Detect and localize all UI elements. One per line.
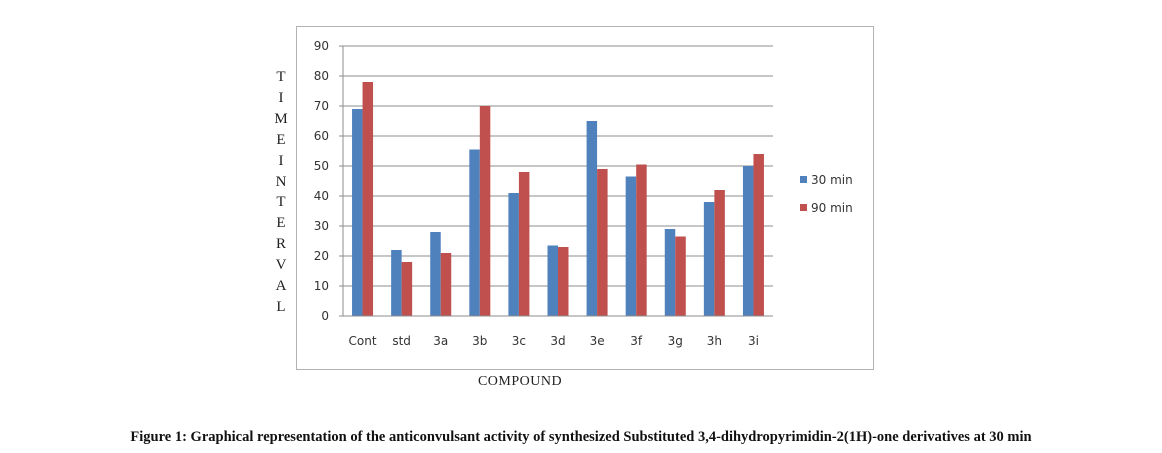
x-tick-label: 3b bbox=[472, 334, 487, 348]
bar-90-min-3c bbox=[518, 172, 530, 316]
bar-90-min-3f bbox=[636, 164, 647, 316]
y-tick-label: 40 bbox=[314, 189, 329, 203]
y-axis-title-letter: E bbox=[276, 131, 286, 148]
chart-frame: 0 10 20 30 40 50 60 70 80 90 Cont std 3a 3b 3c 3d 3e 3f 3g… bbox=[296, 26, 874, 370]
bar-30-min-3d bbox=[547, 245, 558, 316]
bar-30-min-3e bbox=[586, 121, 598, 316]
y-axis-title-letter: V bbox=[275, 257, 287, 274]
legend-swatch bbox=[800, 176, 807, 183]
bar-90-min-3d bbox=[558, 247, 569, 316]
bar-30-min-3f bbox=[625, 176, 637, 316]
x-tick-label: 3f bbox=[630, 334, 643, 348]
bar-90-min-std bbox=[401, 262, 413, 316]
y-tick-label: 30 bbox=[314, 219, 329, 233]
bar-90-min-Cont bbox=[362, 82, 374, 316]
x-tick-label: std bbox=[392, 334, 411, 348]
y-axis-title-letter: M bbox=[274, 110, 288, 127]
x-tick-label: 3h bbox=[707, 334, 722, 348]
bar-30-min-std bbox=[391, 250, 402, 316]
y-axis-title-letter: L bbox=[276, 298, 286, 315]
x-tick-label: 3d bbox=[550, 334, 565, 348]
x-tick-label: 3c bbox=[512, 334, 526, 348]
bar-30-min-3h bbox=[703, 202, 715, 316]
bar-30-min-Cont bbox=[352, 109, 363, 316]
y-axis-title-letter: E bbox=[276, 215, 286, 232]
legend-label: 90 min bbox=[811, 201, 853, 215]
bar-90-min-3h bbox=[714, 190, 725, 316]
y-tick-label: 0 bbox=[321, 309, 329, 323]
bar-30-min-3g bbox=[664, 229, 676, 316]
y-tick-label: 20 bbox=[314, 249, 329, 263]
y-axis-title-letter: I bbox=[278, 89, 284, 106]
bar-90-min-3i bbox=[753, 154, 764, 316]
y-tick-label: 70 bbox=[314, 99, 329, 113]
bar-90-min-3b bbox=[479, 106, 491, 316]
legend-swatch bbox=[800, 204, 807, 211]
legend-label: 30 min bbox=[811, 173, 853, 187]
x-tick-label: 3i bbox=[748, 334, 759, 348]
figure-caption: Figure 1: Graphical representation of th… bbox=[130, 429, 1032, 445]
y-axis-title-letter: T bbox=[276, 194, 286, 211]
bar-30-min-3b bbox=[469, 149, 480, 316]
x-tick-label: 3g bbox=[668, 334, 683, 348]
bar-90-min-3g bbox=[675, 236, 686, 316]
bar-chart: 0 10 20 30 40 50 60 70 80 90 Cont std 3a 3b 3c 3d 3e 3f 3g… bbox=[314, 39, 853, 348]
y-axis-title-letter: T bbox=[276, 69, 286, 85]
x-tick-label: 3e bbox=[590, 334, 605, 348]
x-tick-label: Cont bbox=[349, 334, 377, 348]
y-tick-label: 60 bbox=[314, 129, 329, 143]
bar-90-min-3a bbox=[440, 253, 452, 316]
y-tick-label: 50 bbox=[314, 159, 329, 173]
x-tick-label: 3a bbox=[433, 334, 448, 348]
y-tick-label: 80 bbox=[314, 69, 329, 83]
bar-90-min-3e bbox=[597, 169, 608, 316]
y-tick-label: 10 bbox=[314, 279, 329, 293]
x-axis-title: COMPOUND bbox=[477, 374, 563, 389]
bar-30-min-3i bbox=[742, 166, 754, 316]
y-axis-title-letter: I bbox=[278, 152, 284, 169]
y-axis-title-letter: R bbox=[275, 236, 286, 253]
y-axis-title-letter: N bbox=[275, 173, 287, 190]
y-axis-title-letter: A bbox=[275, 278, 287, 294]
bar-30-min-3a bbox=[430, 232, 441, 316]
y-tick-label: 90 bbox=[314, 39, 329, 53]
bar-30-min-3c bbox=[508, 193, 519, 316]
